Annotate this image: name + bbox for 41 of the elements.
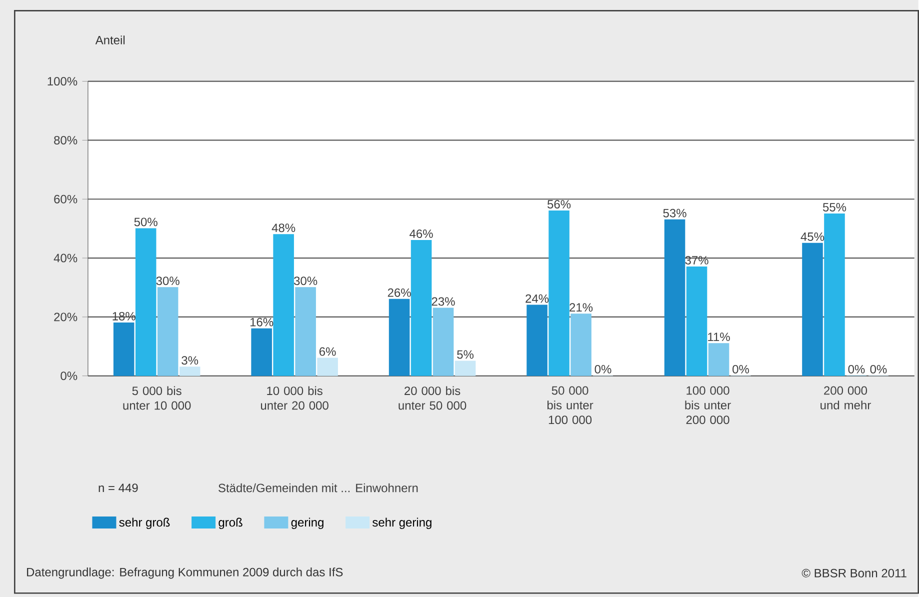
data-label: 0% — [732, 364, 749, 374]
text: © BBSR Bonn 2011 — [802, 568, 906, 578]
data-label: 0% — [870, 364, 887, 374]
data-label: 3% — [182, 356, 198, 365]
data-label: 0% — [848, 364, 865, 374]
data-label: 30% — [156, 276, 180, 286]
legend-label: sehr gering — [372, 518, 432, 529]
data-label: 46% — [410, 229, 433, 238]
text: n = 449 — [98, 484, 138, 492]
x-tick-label: 50 000 bis unter 100 000 — [547, 386, 594, 424]
data-label: 48% — [272, 224, 296, 232]
data-label: 0% — [594, 364, 612, 374]
y-tick-label: 80% — [54, 136, 78, 144]
legend-label: sehr groß — [119, 518, 170, 529]
x-tick-label: 10 000 bis unter 20 000 — [260, 386, 328, 410]
y-tick-label: 60% — [54, 194, 78, 204]
data-label: 55% — [822, 202, 846, 212]
y-tick-label: 100% — [48, 76, 78, 86]
data-label: 53% — [663, 208, 686, 218]
y-tick-label: 0% — [60, 372, 78, 380]
x-axis-title: Städte/Gemeinden mit ... Einwohnern — [218, 483, 418, 492]
x-tick-label: 100 000 bis unter 200 000 — [685, 386, 731, 424]
data-label: 5% — [457, 350, 474, 359]
legend-label: gering — [291, 518, 324, 529]
x-tick-label: 5 000 bis unter 10 000 — [123, 386, 191, 410]
data-label: 21% — [570, 303, 593, 312]
y-tick-label: 20% — [54, 312, 78, 322]
x-tick-label: 200 000 und mehr — [820, 386, 871, 410]
y-axis-title: Anteil — [95, 36, 125, 44]
data-label: 11% — [708, 332, 730, 341]
data-label: 6% — [319, 347, 336, 356]
data-label: 45% — [800, 232, 824, 241]
data-label: 30% — [294, 276, 318, 286]
data-label: 23% — [432, 297, 455, 306]
data-label: 56% — [548, 200, 571, 208]
legend-label: groß — [218, 518, 242, 529]
x-tick-label: 20 000 bis unter 50 000 — [398, 386, 466, 410]
data-label: 50% — [134, 218, 158, 226]
text: Datengrundlage: Befragung Kommunen 2009 durch das IfS — [27, 567, 343, 579]
data-label: 26% — [388, 288, 411, 297]
y-tick-label: 40% — [54, 254, 78, 262]
